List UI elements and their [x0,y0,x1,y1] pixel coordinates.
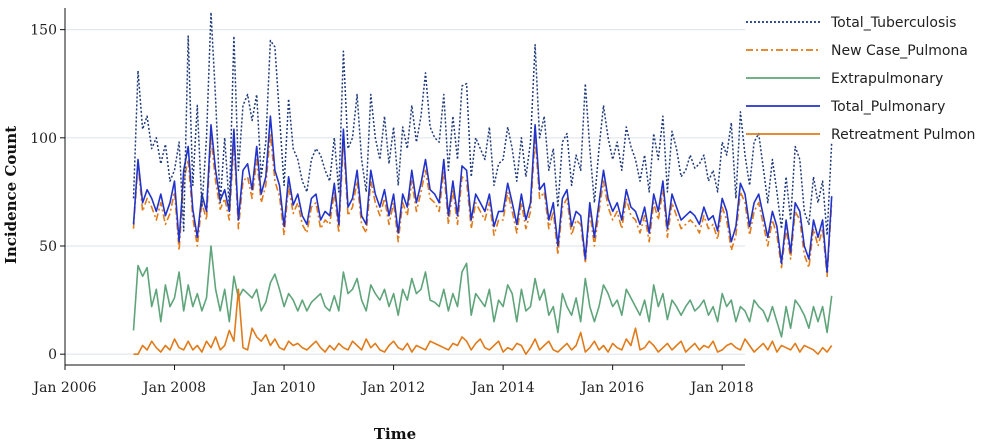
x-tick-label: Jan 2016 [579,380,644,396]
plot-frame [64,8,745,366]
x-tick-label: Jan 2008 [141,380,206,396]
y-tick-label: 150 [30,23,57,39]
series-layer [132,11,833,356]
x-tick-label: Jan 2010 [251,380,316,396]
series-line-total-pulmonary [132,115,833,273]
legend: Total_Tuberculosis New Case_Pulmona Extrap… [746,15,975,143]
legend-label: New Case_Pulmona [831,43,968,59]
y-tick-label: 100 [30,131,57,147]
y-tick-label: 0 [48,347,57,363]
x-tick-label: Jan 2012 [360,380,425,396]
x-tick-label: Jan 2014 [470,380,535,396]
legend-label: Extrapulmonary [831,71,943,87]
y-tick-label: 50 [39,239,57,255]
y-axis-title: Incidence Count [2,126,20,264]
x-tick-label: Jan 2006 [31,380,96,396]
legend-label: Retreatment Pulmon [831,127,975,143]
series-line-new-case-pulmona [132,132,833,278]
x-axis: Jan 2006 Jan 2008 Jan 2010 Jan 2012 Jan 2014… [31,365,754,396]
x-tick-label: Jan 2018 [689,380,754,396]
legend-label: Total_Tuberculosis [830,15,956,31]
y-axis: 0 50 100 150 [30,23,65,363]
series-line-retreatment-pulmon [133,288,833,356]
series-line-extrapulmonary [132,245,833,338]
grid-lines [65,29,745,355]
x-axis-title: Time [374,425,416,443]
legend-label: Total_Pulmonary [830,99,945,115]
